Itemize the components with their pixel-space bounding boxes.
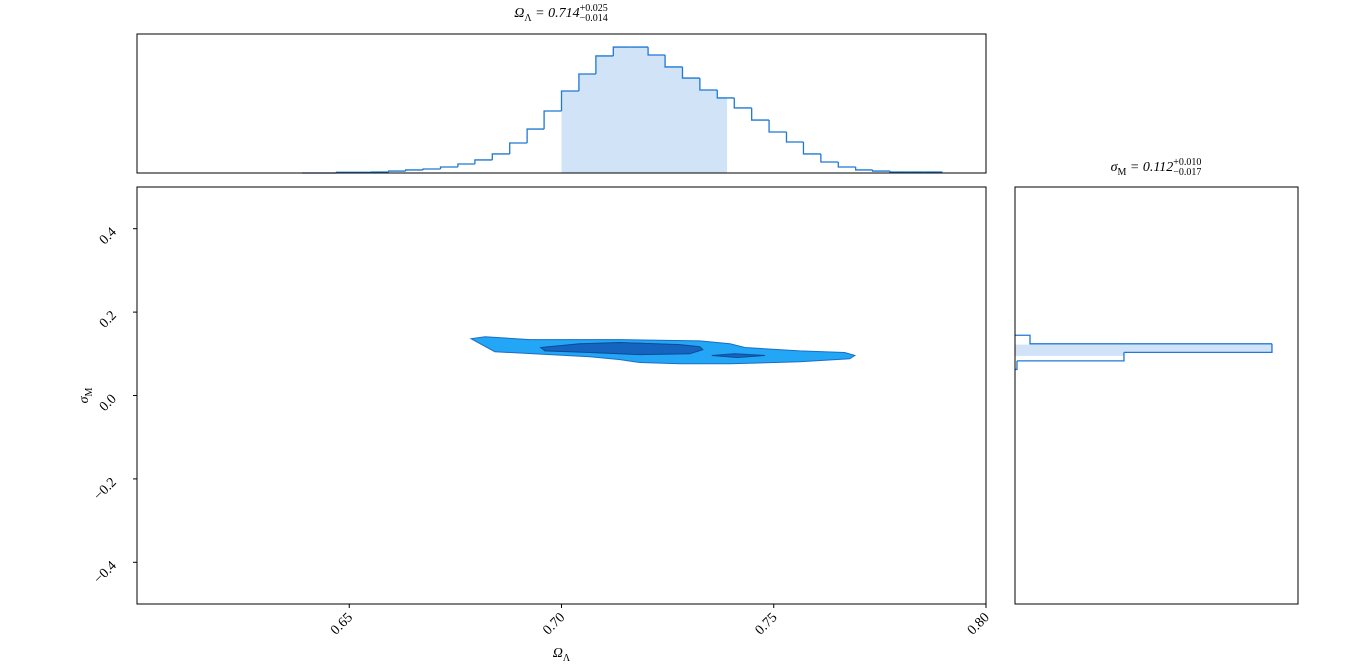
x-axis-label: ΩΛ [553, 646, 571, 664]
panel-frame [136, 186, 987, 605]
x-tick-label: 0.65 [328, 610, 356, 638]
histogram-step [491, 153, 510, 160]
histogram-step [612, 46, 631, 56]
panel-title-part: Ω [514, 6, 524, 21]
histogram-step [509, 142, 528, 154]
y-axis-label: σM [77, 388, 95, 404]
x-tick-label: 0.80 [965, 610, 993, 638]
panel-title-part: −0.017 [1173, 167, 1201, 178]
credible-region [1015, 344, 1272, 356]
y-tick-label: −0.2 [91, 475, 120, 504]
panel-title-part: +0.010 [1173, 157, 1201, 168]
histogram-step [595, 55, 614, 75]
panel-title-part: Λ [524, 13, 532, 24]
histogram-step [1015, 334, 1272, 345]
histogram-step [1015, 360, 1018, 371]
panel-title-part: M [1117, 167, 1126, 178]
y-axis-label-part: M [84, 388, 95, 397]
panel-title-part: = 0.714 [532, 6, 580, 21]
histogram-step [733, 97, 752, 109]
contour-level [711, 353, 765, 359]
y-tick-label: 0.2 [97, 308, 120, 331]
histogram-step [751, 107, 770, 121]
y-axis-label-part: σ [77, 395, 92, 403]
histogram-step [422, 168, 441, 170]
histogram-step [474, 159, 493, 164]
credible-region [561, 47, 728, 173]
y-tick-label: 0.0 [97, 392, 120, 415]
contour-level [539, 342, 704, 356]
x-tick-label: 0.75 [753, 610, 781, 638]
histogram-step [405, 169, 424, 172]
histogram-step [526, 128, 545, 143]
histogram-step [855, 167, 873, 171]
histogram-step [716, 90, 735, 99]
x-axis-label-part: Λ [563, 653, 571, 664]
histogram-step [837, 162, 856, 168]
histogram-step [647, 47, 666, 56]
y-tick-label: 0.4 [97, 225, 120, 248]
histogram-step [388, 170, 406, 173]
histogram-step [457, 163, 475, 168]
histogram-step [560, 90, 579, 112]
histogram-step [785, 131, 804, 143]
x-tick-label: 0.70 [540, 610, 568, 638]
histogram-step [802, 142, 821, 155]
panel-title: σM = 0.112+0.010 −0.017 [1111, 157, 1202, 178]
histogram-step [1123, 343, 1273, 353]
panel-frame [136, 33, 987, 174]
panel-title-part: +0.025 [580, 3, 608, 14]
histogram-step [439, 166, 458, 169]
panel-title: ΩΛ = 0.714+0.025 −0.014 [514, 3, 607, 24]
histogram-step [664, 54, 683, 68]
histogram-step [889, 171, 908, 173]
histogram-step [578, 73, 596, 91]
histogram-step [1016, 352, 1125, 362]
panel-title-part: σ [1111, 160, 1119, 175]
x-axis-label-part: Ω [553, 646, 563, 661]
panel-title-part: = 0.112 [1126, 160, 1173, 175]
y-tick-label: −0.4 [91, 559, 120, 588]
histogram-step [820, 153, 839, 163]
panel-frame [1014, 186, 1299, 605]
histogram-step [543, 110, 562, 130]
histogram-step [681, 66, 700, 79]
histogram-step [768, 120, 787, 133]
panel-title-part: −0.014 [580, 13, 608, 24]
histogram-step [872, 169, 891, 172]
histogram-step [699, 78, 718, 91]
